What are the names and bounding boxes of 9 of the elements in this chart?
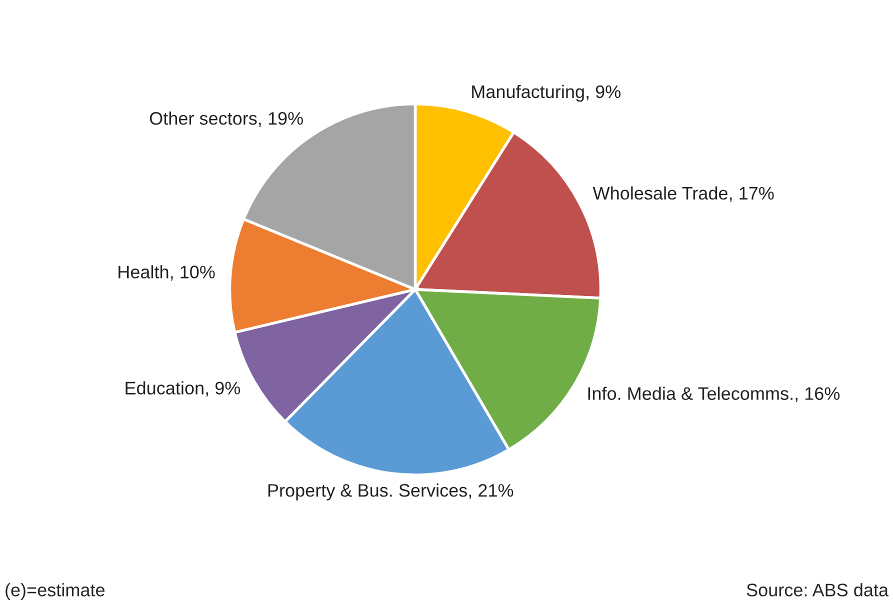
slice-label: Property & Bus. Services, 21% [268,484,514,500]
text: (e)=estimate [6,583,105,600]
slice-label: Other sectors, 19% [150,112,303,127]
slice-label: Manufacturing, 9% [472,84,621,102]
slice-label: Health, 10% [118,265,215,281]
slice-label: Education, 9% [126,381,240,397]
slice-label: Info. Media & Telecomms., 16% [588,386,840,402]
slice-label: Wholesale Trade, 17% [592,186,774,202]
source-note: Source: ABS data [746,583,889,596]
